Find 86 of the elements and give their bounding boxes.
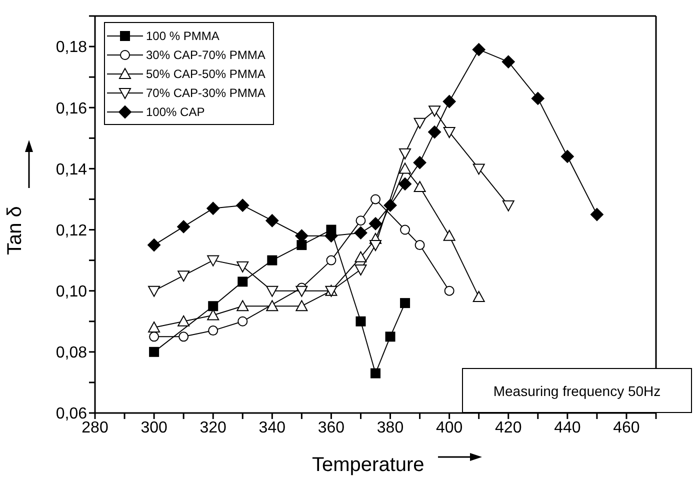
point — [266, 286, 278, 297]
point — [149, 332, 160, 342]
x-tick-label: 320 — [200, 419, 227, 436]
point — [370, 368, 380, 378]
point — [356, 216, 366, 226]
point — [354, 226, 368, 240]
point — [206, 202, 220, 215]
point — [414, 118, 426, 129]
point — [296, 300, 308, 312]
point — [385, 332, 396, 342]
legend-label: 100% CAP — [146, 104, 205, 118]
point — [295, 229, 308, 242]
point — [398, 177, 412, 190]
point — [326, 255, 336, 266]
point — [444, 286, 454, 296]
legend-label: 50% CAP-50% PMMA — [146, 66, 266, 80]
x-tick-label: 340 — [258, 419, 286, 436]
x-tick-label: 280 — [82, 419, 108, 436]
point — [356, 316, 366, 326]
point — [502, 200, 514, 212]
point — [399, 162, 412, 174]
point — [399, 148, 412, 160]
point — [400, 224, 410, 235]
point — [369, 217, 382, 230]
point — [413, 156, 426, 170]
point — [400, 298, 410, 308]
x-tick-label: 380 — [376, 419, 404, 436]
x-tick-label: 360 — [318, 419, 345, 436]
point — [296, 240, 307, 250]
point — [590, 208, 604, 221]
point — [148, 286, 160, 297]
point — [472, 43, 486, 56]
point — [148, 321, 160, 332]
point — [502, 55, 515, 68]
x-tick-label: 420 — [495, 419, 522, 436]
point — [472, 164, 485, 175]
point — [238, 276, 248, 287]
point — [414, 181, 426, 192]
point — [472, 290, 485, 302]
point — [296, 286, 308, 297]
point — [148, 238, 161, 252]
point — [560, 150, 574, 163]
point — [442, 95, 456, 108]
point — [414, 240, 425, 250]
point — [236, 300, 249, 312]
point — [370, 194, 380, 204]
x-tick-label: 440 — [554, 419, 581, 436]
x-tick-label: 460 — [613, 419, 640, 436]
point — [236, 261, 249, 272]
point — [178, 332, 189, 342]
point — [266, 300, 278, 312]
legend-label: 100 % PMMA — [146, 28, 220, 42]
point — [207, 309, 220, 320]
point — [238, 316, 248, 326]
legend-label: 70% CAP-30% PMMA — [146, 86, 266, 100]
point — [384, 198, 397, 212]
y-tick-label: 0,08 — [56, 344, 88, 362]
point — [208, 301, 218, 312]
point — [428, 126, 442, 139]
point — [177, 220, 190, 234]
point — [267, 255, 278, 266]
legend-label: 30% CAP-70% PMMA — [146, 48, 266, 62]
point — [149, 346, 160, 357]
point — [207, 255, 220, 266]
point — [266, 214, 279, 228]
point — [531, 92, 544, 105]
point — [428, 106, 441, 117]
x-tick-label: 400 — [436, 419, 463, 436]
point — [354, 251, 367, 262]
y-tick-label: 0,12 — [56, 222, 88, 240]
y-axis-title: Tan δ — [4, 206, 27, 255]
y-tick-label: 0,14 — [56, 161, 88, 178]
x-tick-label: 300 — [140, 419, 168, 436]
y-tick-label: 0,18 — [56, 39, 88, 56]
x-axis-title: Temperature — [312, 454, 424, 477]
y-tick-label: 0,16 — [56, 100, 88, 118]
point — [208, 326, 218, 336]
note-box: Measuring frequency 50Hz — [462, 368, 692, 413]
point — [443, 230, 456, 241]
y-tick-label: 0,10 — [56, 284, 88, 301]
point — [443, 127, 456, 138]
point — [354, 264, 367, 276]
point — [178, 315, 190, 326]
point — [370, 240, 382, 252]
point — [178, 270, 190, 282]
point — [236, 198, 250, 212]
